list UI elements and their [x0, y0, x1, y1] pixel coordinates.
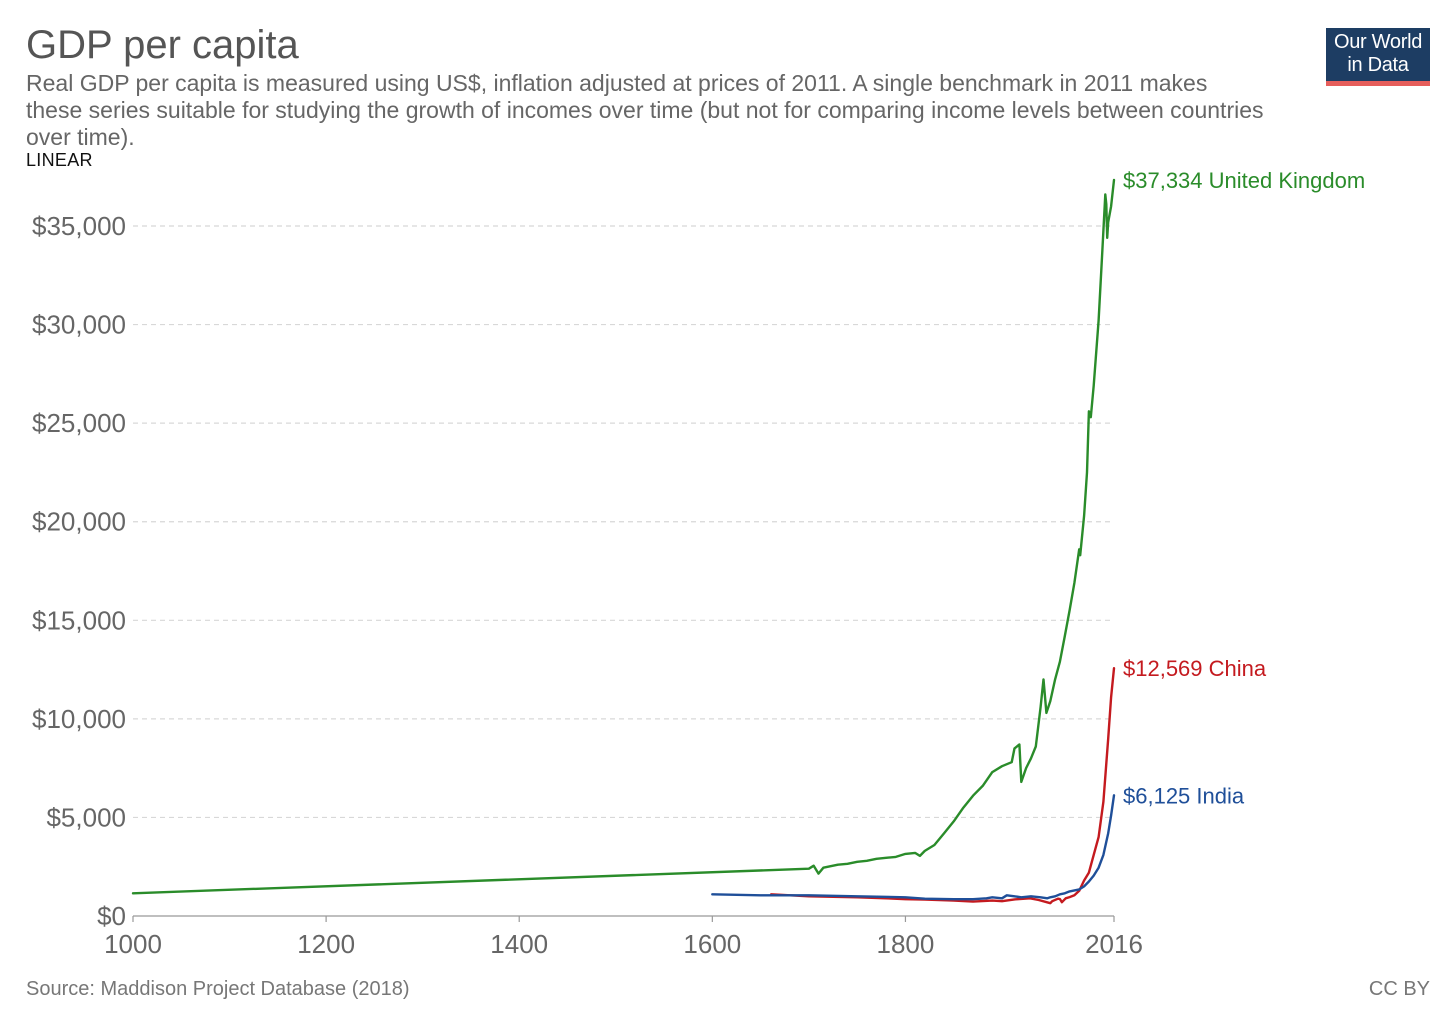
series-line-united-kingdom	[131, 178, 1116, 895]
y-tick-label: $25,000	[32, 408, 126, 438]
y-tick-label: $20,000	[32, 507, 126, 537]
y-tick-label: $15,000	[32, 605, 126, 635]
y-tick-label: $35,000	[32, 211, 126, 241]
x-tick-label: 1200	[297, 929, 355, 959]
owid-logo[interactable]: Our World in Data	[1326, 28, 1430, 86]
x-tick-label: 1400	[490, 929, 548, 959]
chart-subtitle: Real GDP per capita is measured using US…	[26, 70, 1264, 150]
chart-title: GDP per capita	[26, 23, 299, 67]
axes: $0 $5,000 $10,000 $15,000 $20,000 $25,000 $30,…	[32, 211, 1143, 959]
logo-line-2: in Data	[1347, 54, 1409, 76]
series-end-labels: $37,334 United Kingdom $12,569 China $6,12…	[1123, 168, 1365, 808]
series-label-china: $12,569 China	[1123, 656, 1267, 681]
scale-toggle-button[interactable]: LINEAR	[26, 150, 93, 170]
license-link[interactable]: CC BY	[1368, 978, 1430, 1000]
series-lines	[131, 178, 1116, 905]
series-label-united-kingdom: $37,334 United Kingdom	[1123, 168, 1365, 193]
gridlines	[133, 225, 1114, 819]
x-tick-label: 1600	[683, 929, 741, 959]
y-tick-label: $30,000	[32, 310, 126, 340]
y-tick-label: $5,000	[46, 802, 126, 832]
x-tick-label: 1800	[877, 929, 935, 959]
logo-line-1: Our World	[1333, 31, 1423, 53]
series-label-india: $6,125 India	[1123, 783, 1245, 808]
y-tick-label: $0	[97, 901, 126, 931]
logo-accent-bar	[1326, 81, 1430, 86]
y-tick-label: $10,000	[32, 704, 126, 734]
x-tick-label: 2016	[1085, 929, 1143, 959]
x-tick-label: 1000	[104, 929, 162, 959]
source-note: Source: Maddison Project Database (2018)	[26, 978, 410, 1000]
series-line-india	[711, 794, 1116, 901]
